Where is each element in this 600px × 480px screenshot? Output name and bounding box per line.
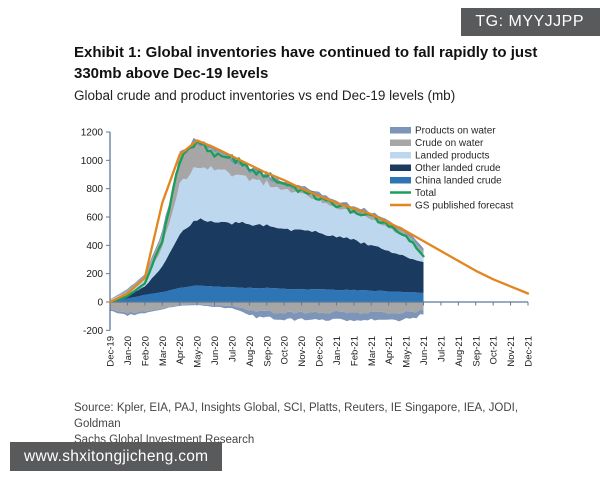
x-axis-tick-label: Jun-21 (419, 336, 430, 365)
legend-label: Total (415, 188, 436, 199)
axes: -200 0 200 400 600 800 1000 1200 Dec-19 Jan-20 Feb… (81, 128, 535, 368)
exhibit-title-line1: Exhibit 1: Global inventories have conti… (74, 44, 538, 61)
line-gs-published-forecast (108, 139, 530, 304)
x-axis-tick-label: Jan-21 (332, 336, 343, 365)
legend-swatch (390, 139, 411, 146)
legend-label: Crude on water (415, 138, 484, 149)
website-watermark-text: www.shxitongjicheng.com (24, 447, 209, 465)
source-note-line1: Source: Kpler, EIA, PAJ, Insights Global… (74, 402, 519, 430)
legend-swatch (390, 177, 411, 184)
area-below-zero-crude-on-water (110, 302, 424, 314)
legend-label: GS published forecast (415, 201, 514, 212)
y-axis-tick-label: 200 (86, 269, 103, 280)
y-axis-tick-label: 0 (97, 298, 103, 309)
legend-item-total: Total (390, 188, 436, 199)
x-axis-tick-label: Sep-21 (471, 336, 482, 367)
legend-label: Other landed crude (415, 163, 501, 174)
x-axis-tick-label: Aug-21 (454, 336, 465, 367)
legend-swatch (390, 127, 411, 134)
x-axis-tick-label: Feb-21 (349, 336, 360, 366)
x-axis-tick-label: Mar-20 (158, 336, 169, 366)
stacked-areas-positive (110, 137, 424, 302)
x-axis-tick-label: Sep-20 (262, 336, 273, 367)
legend-item-crude-on-water: Crude on water (390, 138, 484, 149)
telegram-watermark-badge: TG: MYYJJPP (461, 8, 600, 36)
legend-label: Products on water (415, 126, 496, 137)
x-axis-tick-label: Jul-20 (227, 336, 238, 362)
exhibit-subtitle: Global crude and product inventories vs … (74, 88, 456, 103)
x-axis-tick-label: Jun-20 (210, 336, 221, 365)
inventory-chart-svg: -200 0 200 400 600 800 1000 1200 Dec-19 Jan-20 Feb… (81, 126, 535, 368)
y-axis-tick-label: 1000 (81, 156, 104, 167)
x-axis-tick-label: Nov-20 (297, 336, 308, 367)
legend-swatch (390, 152, 411, 159)
x-axis-tick-label: Apr-21 (384, 336, 395, 365)
telegram-watermark-text: TG: MYYJJPP (475, 13, 584, 30)
x-axis-tick-label: May-20 (193, 336, 204, 368)
legend-item-products-on-water: Products on water (390, 126, 496, 137)
legend-item-landed-products: Landed products (390, 151, 490, 162)
x-axis-tick-label: Dec-19 (106, 336, 117, 367)
x-axis-tick-label: Apr-20 (175, 336, 186, 365)
legend-swatch (390, 164, 411, 171)
y-axis-tick-label: 600 (86, 213, 103, 224)
x-axis-tick-label: Nov-21 (506, 336, 517, 367)
area-landed-products (110, 166, 424, 301)
inventory-chart: -200 0 200 400 600 800 1000 1200 Dec-19 Jan-20 Feb… (70, 114, 575, 396)
stacked-areas-negative (110, 302, 424, 322)
y-axis-tick-label: -200 (83, 326, 103, 337)
y-axis-tick-label: 400 (86, 241, 103, 252)
x-axis-tick-label: Mar-21 (367, 336, 378, 366)
x-axis-tick-label: May-21 (402, 336, 413, 368)
legend-item-china-landed-crude: China landed crude (390, 176, 502, 187)
website-watermark-bar: www.shxitongjicheng.com (10, 442, 223, 471)
exhibit-title-line2: 330mb above Dec-19 levels (74, 65, 269, 82)
x-axis-tick-label: Jan-20 (123, 336, 134, 365)
area-china-landed-crude (110, 285, 424, 302)
legend-item-other-landed-crude: Other landed crude (390, 163, 501, 174)
x-axis-tick-label: Dec-20 (315, 336, 326, 367)
series-lines (108, 139, 530, 304)
x-axis-tick-label: Dec-21 (524, 336, 535, 367)
exhibit-title: Exhibit 1: Global inventories have conti… (74, 42, 564, 84)
x-axis-tick-label: Feb-20 (140, 336, 151, 366)
y-axis-tick-label: 1200 (81, 128, 104, 139)
x-axis-tick-label: Oct-21 (489, 336, 500, 365)
x-axis-tick-label: Jul-21 (436, 336, 447, 362)
legend-item-gs-published-forecast: GS published forecast (390, 201, 514, 212)
area-below-zero-products-on-water (110, 304, 424, 322)
y-axis-tick-label: 800 (86, 184, 103, 195)
x-axis-tick-label: Oct-20 (280, 336, 291, 365)
area-other-landed-crude (110, 218, 424, 302)
x-axis-tick-label: Aug-20 (245, 336, 256, 367)
legend-label: Landed products (415, 151, 490, 162)
source-note: Source: Kpler, EIA, PAJ, Insights Global… (74, 400, 554, 448)
legend-label: China landed crude (415, 176, 502, 187)
